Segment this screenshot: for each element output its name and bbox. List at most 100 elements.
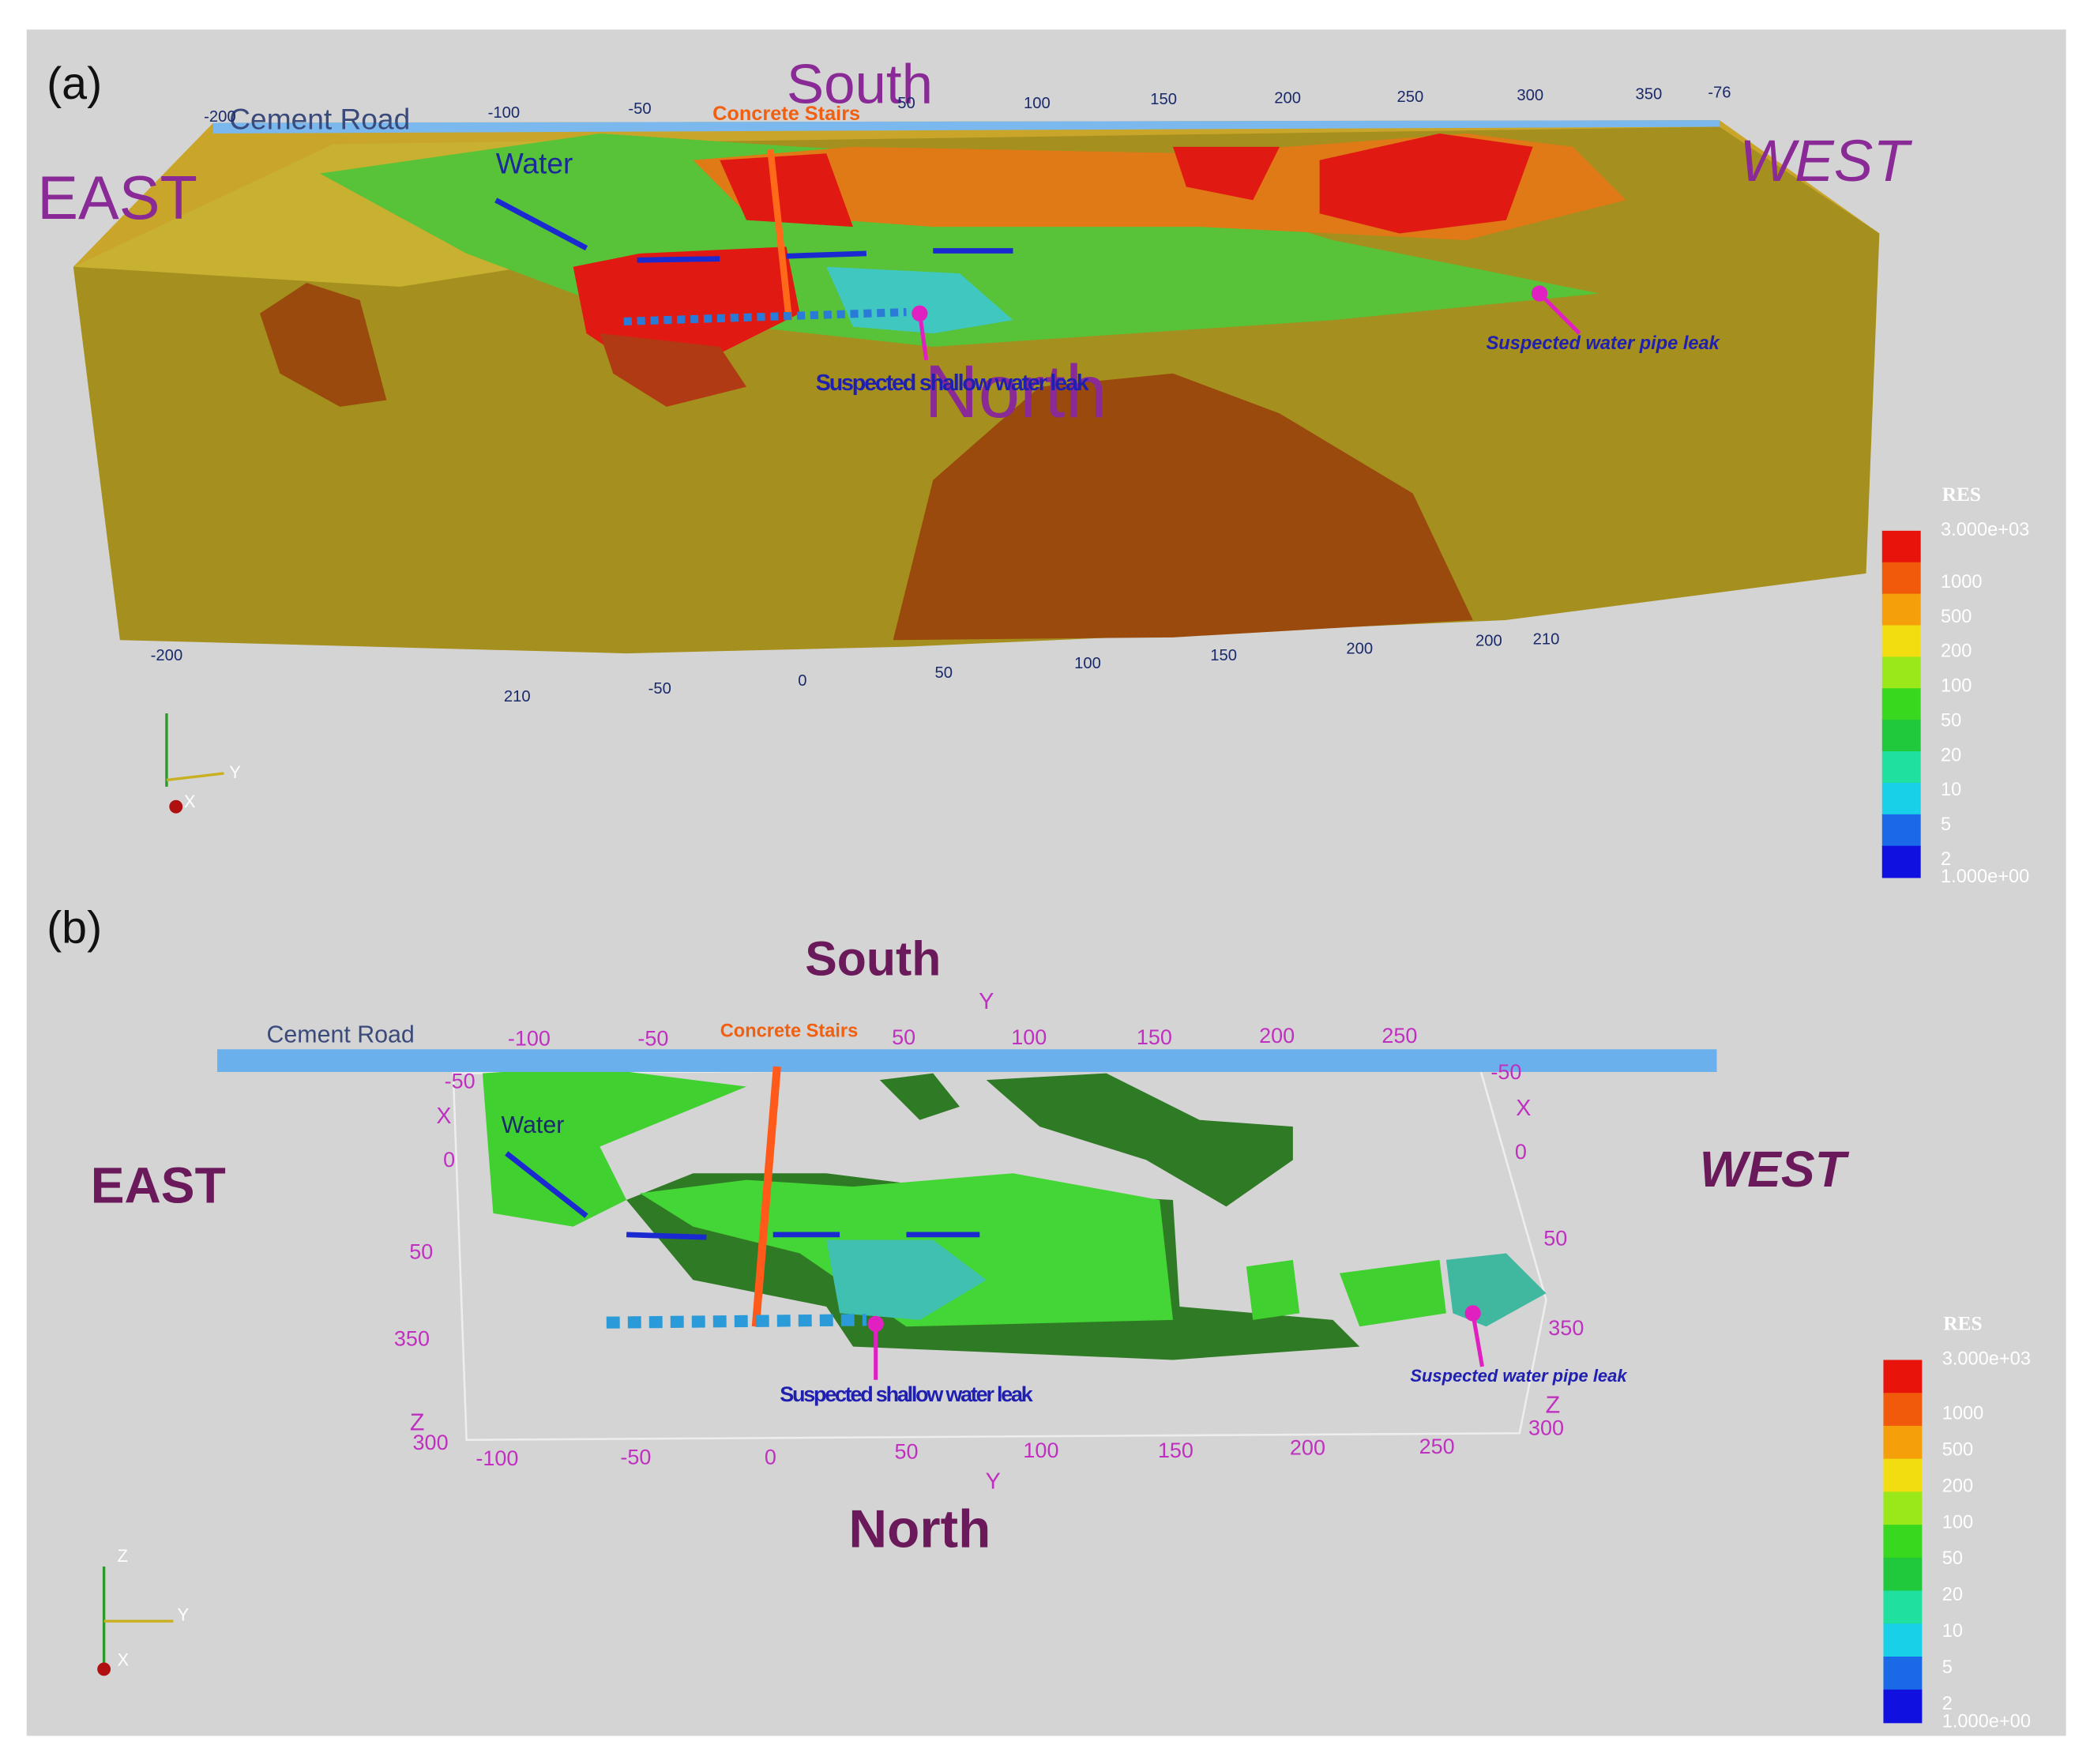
tick-label: -76 (1708, 85, 1731, 102)
colorbar-title: RES (1942, 483, 1981, 506)
colorbar-label: 3.000e+03 (1942, 1349, 2031, 1370)
leak-dots (606, 1314, 866, 1329)
panel-a-volume (73, 120, 1880, 814)
tick-label: -50 (628, 100, 651, 118)
arrow (786, 250, 866, 259)
direction-label: North (924, 350, 1107, 434)
cyan-zone (826, 266, 1013, 334)
colorbar-label: 20 (1942, 1585, 1963, 1605)
tick-label: 210 (504, 688, 531, 705)
colorbar-label: 50 (1941, 710, 1961, 731)
colorbar-band (1881, 593, 1921, 626)
colorbar-label: 2 (1941, 849, 1951, 870)
colorbar-band (1881, 751, 1921, 784)
tick-label: 300 (413, 1431, 449, 1454)
direction-label: WEST (1739, 128, 1912, 194)
road-strip (213, 120, 1720, 134)
colorbar-label: 5 (1941, 814, 1951, 835)
triad-label: Z (118, 1546, 128, 1566)
tick-label: 200 (1346, 640, 1373, 657)
tick-label: 300 (1528, 1416, 1564, 1439)
tick-label: 150 (1150, 91, 1177, 108)
tick-label: -50 (620, 1445, 651, 1469)
road-label: Cement Road (267, 1021, 415, 1047)
tick-label: -100 (488, 104, 521, 122)
colorbar-band (1881, 720, 1921, 752)
tick-label: 200 (1475, 632, 1502, 649)
colorbar-label: 2 (1942, 1694, 1953, 1714)
arrow (505, 1151, 588, 1218)
direction-label: South (787, 53, 933, 115)
colorbar-label: 10 (1941, 780, 1961, 800)
colorbar-label: 1.000e+00 (1942, 1712, 2031, 1732)
tick-label: -50 (637, 1027, 668, 1051)
colorbar-band (1883, 1425, 1923, 1460)
colorbar-band (1883, 1623, 1923, 1657)
tick-label: 100 (1024, 95, 1051, 112)
triad-label: X (118, 1650, 130, 1670)
colorbar-label: 50 (1942, 1548, 1963, 1569)
red-zone (720, 153, 853, 228)
panel-label: (a) (47, 58, 102, 109)
triad-x (97, 1662, 111, 1676)
dark-green-blob (879, 1073, 960, 1120)
panel-b-volume (97, 1049, 1717, 1676)
direction-label: EAST (37, 164, 197, 232)
tick-label: 150 (1210, 647, 1237, 664)
tick-label: 150 (1137, 1025, 1172, 1049)
direction-label: North (848, 1500, 990, 1559)
tick-label: 50 (1543, 1227, 1567, 1251)
road-label: Cement Road (229, 103, 410, 136)
colorbar-label: 1.000e+00 (1941, 867, 2029, 887)
colorbar-band (1881, 562, 1921, 595)
tick-label: -200 (204, 108, 236, 126)
dark-green-blob (986, 1073, 1293, 1207)
arrow (626, 1232, 707, 1240)
axis-label: X (1516, 1096, 1531, 1121)
colorbar-band (1883, 1360, 1923, 1394)
axis-label: X (436, 1104, 451, 1129)
dark-red-zone (600, 333, 746, 407)
red-zone (1319, 133, 1533, 234)
colorbar-band (1883, 1393, 1923, 1427)
colorbar-label: 10 (1942, 1621, 1963, 1642)
colorbar-band (1883, 1557, 1923, 1592)
colorbar-label: 200 (1942, 1476, 1973, 1496)
direction-label: EAST (91, 1157, 226, 1213)
leak-pointer (1471, 1312, 1484, 1367)
colorbar-label: 100 (1941, 676, 1972, 697)
leak-pointer (1538, 291, 1581, 335)
colorbar-band (1881, 845, 1921, 878)
tick-label: 150 (1158, 1439, 1193, 1462)
colorbar-label: 1000 (1941, 572, 1983, 592)
direction-label: South (805, 932, 941, 986)
green-blob (1246, 1259, 1300, 1320)
tick-label: -50 (1490, 1060, 1521, 1084)
tick-label: 250 (1396, 88, 1423, 106)
axis-label: Y (979, 989, 994, 1014)
panel-label: (b) (47, 902, 102, 953)
colorbar-label: 3.000e+03 (1941, 520, 2029, 540)
colorbar-label: 500 (1941, 607, 1972, 627)
water-label: Water (496, 146, 573, 179)
tick-label: 0 (443, 1148, 455, 1172)
tick-label: 200 (1290, 1436, 1325, 1460)
tick-label: 100 (1023, 1439, 1058, 1462)
tick-label: 100 (1074, 655, 1101, 672)
tick-label: 50 (409, 1240, 433, 1264)
arrow (494, 197, 588, 251)
tick-label: -50 (445, 1070, 476, 1093)
leak-label: Suspected shallow water leak (780, 1382, 1034, 1406)
colorbar-band (1881, 688, 1921, 721)
tick-label: 0 (798, 672, 806, 690)
colorbar-label: 20 (1941, 745, 1961, 765)
leak-label: Suspected shallow water leak (816, 370, 1089, 396)
axis-label: Y (986, 1469, 1001, 1494)
brown-zone (893, 373, 1473, 641)
leak-pointer (917, 313, 929, 361)
tick-label: 350 (1548, 1316, 1584, 1340)
triad-label: Y (177, 1604, 189, 1624)
tick-label: 50 (897, 95, 915, 112)
colorbar-band (1881, 656, 1921, 690)
